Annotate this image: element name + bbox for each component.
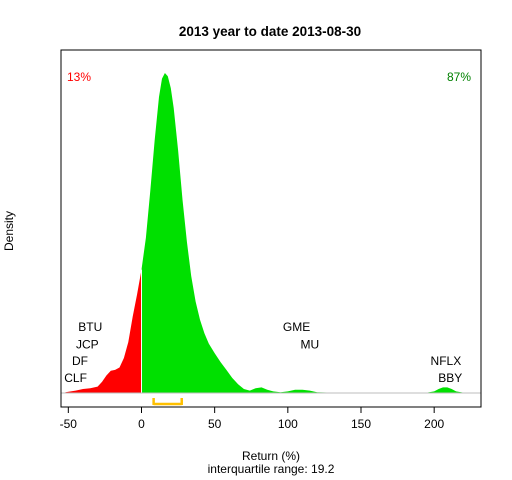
positive-density-area [141, 73, 464, 393]
pct-negative-label: 13% [67, 70, 91, 84]
x-axis-label: Return (%) [242, 449, 300, 463]
stock-label-gme: GME [283, 320, 310, 334]
x-tick-label: 50 [208, 417, 222, 431]
x-tick-label: 100 [278, 417, 298, 431]
x-tick-label: 0 [138, 417, 145, 431]
stock-label-df: DF [72, 354, 88, 368]
interquartile-range-marker [152, 398, 183, 406]
stock-label-bby: BBY [438, 371, 462, 385]
negative-density-area [65, 269, 142, 393]
y-axis-label: Density [2, 211, 16, 251]
stock-label-nflx: NFLX [431, 354, 462, 368]
stock-label-btu: BTU [78, 320, 102, 334]
x-axis: -50 0 50 100 150 200 [60, 406, 445, 431]
stock-label-jcp: JCP [76, 337, 99, 351]
chart-subtitle: interquartile range: 19.2 [208, 462, 335, 476]
pct-positive-label: 87% [447, 70, 471, 84]
x-tick-label: 150 [351, 417, 371, 431]
plot-frame [60, 49, 482, 408]
x-tick-label: 200 [424, 417, 444, 431]
density-area [65, 73, 464, 393]
stock-label-mu: MU [300, 337, 319, 351]
stock-labels: BTU JCP DF CLF GME MU NFLX BBY [64, 320, 462, 385]
stock-label-clf: CLF [64, 371, 87, 385]
chart-title: 2013 year to date 2013-08-30 [179, 24, 361, 39]
x-tick-label: -50 [60, 417, 78, 431]
